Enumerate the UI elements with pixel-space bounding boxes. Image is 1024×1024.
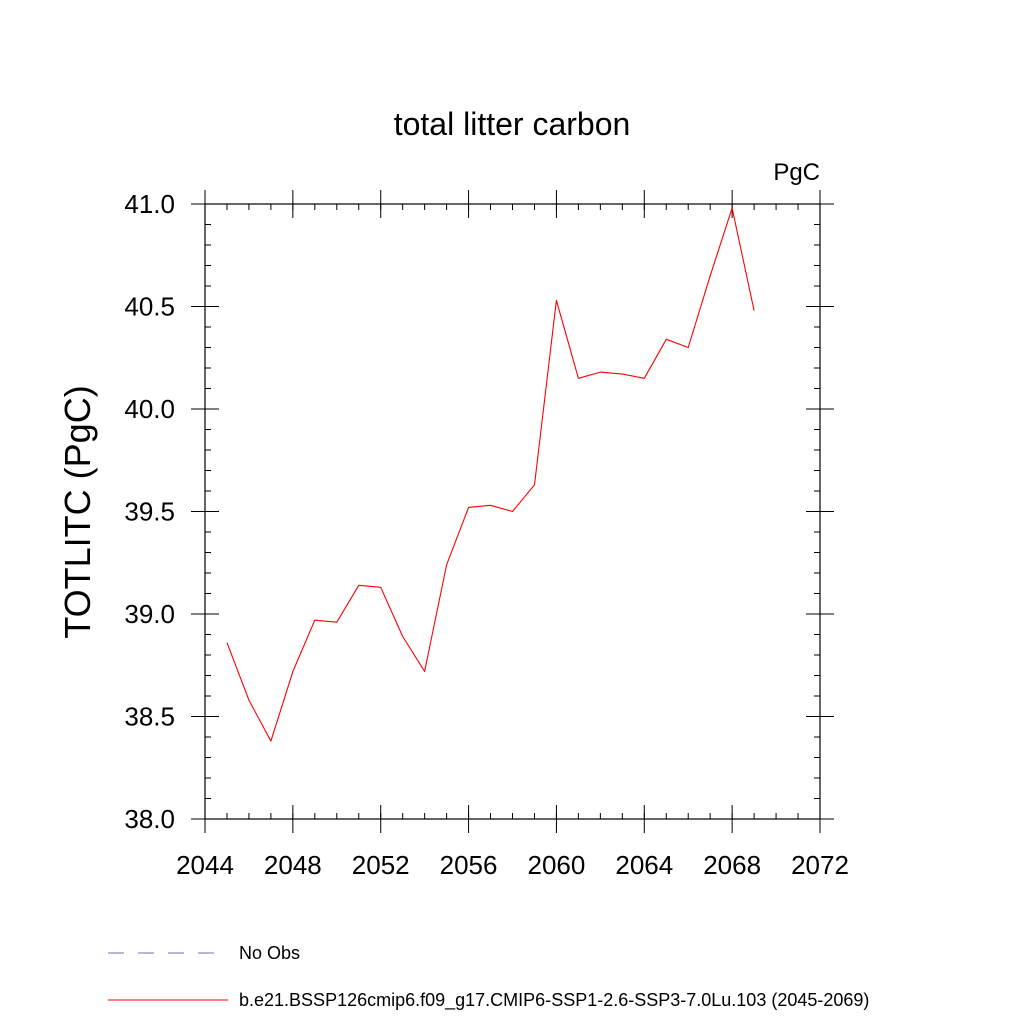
x-tick-label: 2068: [703, 850, 761, 880]
y-tick-label: 39.5: [124, 497, 175, 527]
y-tick-label: 39.0: [124, 599, 175, 629]
units-label: PgC: [773, 159, 820, 186]
y-tick-label: 40.0: [124, 394, 175, 424]
y-tick-label: 38.5: [124, 702, 175, 732]
plot-frame: [204, 203, 821, 820]
x-tick-label: 2044: [176, 850, 234, 880]
x-tick-label: 2060: [528, 850, 586, 880]
x-tick-label: 2052: [352, 850, 410, 880]
legend-label-series: b.e21.BSSP126cmip6.f09_g17.CMIP6-SSP1-2.…: [239, 990, 869, 1011]
chart-title: total litter carbon: [394, 106, 631, 142]
y-axis-label: TOTLITC (PgC): [57, 385, 98, 638]
x-tick-labels: 2044 2048 2052 2056 2060 2064 2068 2072: [176, 850, 849, 880]
y-tick-label: 41.0: [124, 189, 175, 219]
x-tick-label: 2048: [264, 850, 322, 880]
y-tick-label: 38.0: [124, 804, 175, 834]
legend: No Obs b.e21.BSSP126cmip6.f09_g17.CMIP6-…: [108, 943, 869, 1011]
x-tick-label: 2056: [440, 850, 498, 880]
y-tick-label: 40.5: [124, 292, 175, 322]
x-tick-label: 2072: [791, 850, 849, 880]
legend-label-no-obs: No Obs: [239, 943, 300, 963]
series-group: [226, 207, 755, 742]
y-tick-labels: 38.0 38.5 39.0 39.5 40.0 40.5 41.0: [124, 189, 175, 834]
series-line: [226, 207, 755, 742]
x-tick-label: 2064: [615, 850, 673, 880]
